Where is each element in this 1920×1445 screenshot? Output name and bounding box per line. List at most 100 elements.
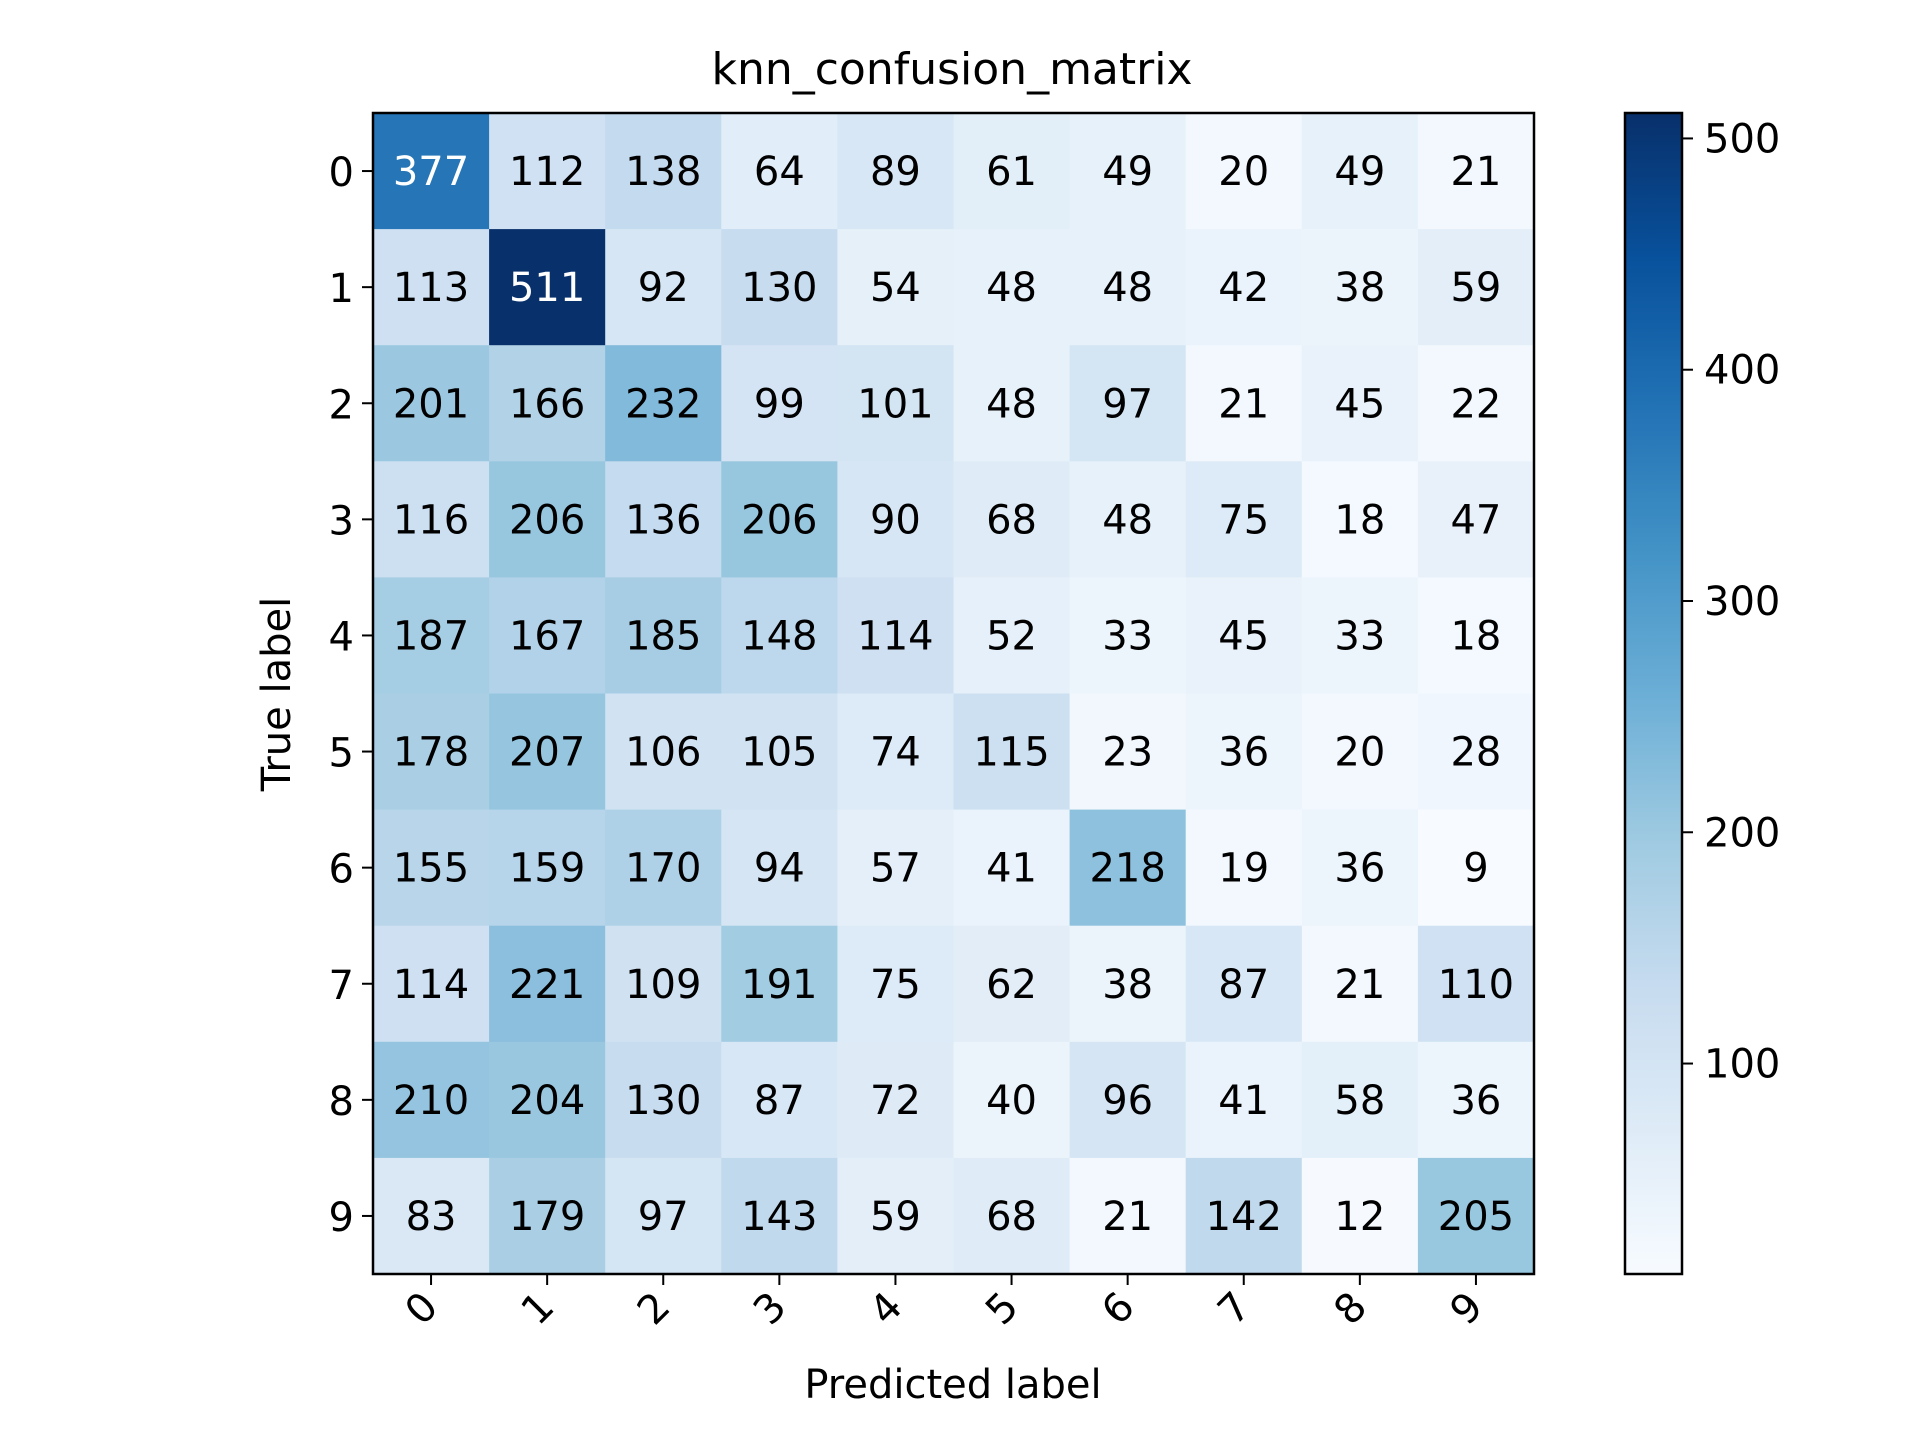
cell-value-label: 87	[754, 1078, 805, 1124]
heatmap-cell	[1069, 229, 1187, 346]
heatmap-cell	[1185, 809, 1303, 927]
heatmap-cell	[1069, 809, 1187, 927]
cell-value-label: 22	[1450, 381, 1501, 427]
cell-value-label: 206	[741, 497, 817, 543]
x-tick-label: 2	[629, 1284, 680, 1335]
heatmap-cell	[1417, 345, 1535, 462]
heatmap-cell	[953, 113, 1071, 230]
cell-value-label: 41	[1218, 1078, 1269, 1124]
cell-value-label: 187	[393, 613, 469, 659]
heatmap-cell	[721, 1041, 838, 1159]
cell-value-label: 61	[986, 149, 1037, 195]
cell-value-label: 179	[509, 1194, 585, 1240]
cell-value-label: 94	[754, 846, 805, 892]
heatmap-cell	[1069, 345, 1187, 462]
x-tick-label: 7	[1209, 1284, 1260, 1335]
heatmap-cell	[721, 461, 838, 578]
heatmap-cell	[721, 693, 838, 811]
x-tick-label: 8	[1325, 1284, 1376, 1335]
cell-value-label: 205	[1438, 1194, 1514, 1240]
cell-value-label: 23	[1102, 730, 1153, 776]
cell-value-label: 232	[625, 381, 701, 427]
heatmap-cell	[953, 1157, 1071, 1275]
heatmap-cell	[373, 577, 490, 694]
heatmap-cell	[373, 461, 490, 578]
heatmap-cell	[1417, 577, 1535, 694]
cell-value-label: 41	[986, 846, 1037, 892]
cell-value-label: 18	[1334, 497, 1385, 543]
heatmap-cell	[1417, 113, 1535, 230]
heatmap-cells	[373, 113, 1535, 1275]
heatmap-cell	[953, 229, 1071, 346]
heatmap-cell	[1069, 925, 1187, 1043]
cell-value-label: 48	[986, 265, 1037, 311]
heatmap-cell	[953, 461, 1071, 578]
cell-value-label: 116	[393, 497, 469, 543]
cell-value-label: 142	[1206, 1194, 1282, 1240]
heatmap-cell	[837, 229, 954, 346]
cell-value-label: 114	[857, 613, 933, 659]
cell-value-label: 201	[393, 381, 469, 427]
cell-value-label: 45	[1218, 613, 1269, 659]
heatmap-cell	[1301, 229, 1419, 346]
cell-value-label: 109	[625, 962, 701, 1008]
y-tick-label: 5	[329, 731, 354, 777]
cell-value-label: 136	[625, 497, 701, 543]
cell-value-label: 33	[1102, 613, 1153, 659]
cell-value-label: 106	[625, 730, 701, 776]
cell-value-label: 155	[393, 846, 469, 892]
cell-value-label: 49	[1334, 149, 1385, 195]
heatmap-cell	[605, 1157, 722, 1275]
cell-value-label: 113	[393, 265, 469, 311]
cell-value-label: 62	[986, 962, 1037, 1008]
heatmap-cell	[721, 345, 838, 462]
cell-value-label: 48	[1102, 497, 1153, 543]
heatmap-cell	[373, 1041, 490, 1159]
heatmap-cell	[837, 113, 954, 230]
heatmap-cell	[605, 229, 722, 346]
y-axis-label: True label	[254, 597, 300, 792]
cell-value-label: 159	[509, 846, 585, 892]
y-tick-label: 0	[329, 150, 354, 196]
y-axis-ticks: 0 1 2 3 4 5 6 7 8 9	[329, 150, 373, 1241]
heatmap-cell	[1417, 809, 1535, 927]
heatmap-cell	[953, 1041, 1071, 1159]
heatmap-cell	[837, 345, 954, 462]
cell-value-label: 59	[870, 1194, 921, 1240]
cell-value-label: 191	[741, 962, 817, 1008]
cell-value-label: 19	[1218, 846, 1269, 892]
y-tick-label: 1	[329, 266, 354, 312]
cell-value-label: 75	[1218, 497, 1269, 543]
cell-value-label: 40	[986, 1078, 1037, 1124]
cell-value-label: 59	[1450, 265, 1501, 311]
heatmap-cell	[605, 925, 722, 1043]
heatmap-cell	[1069, 461, 1187, 578]
cell-value-label: 130	[741, 265, 817, 311]
heatmap-cell	[721, 809, 838, 927]
cell-value-label: 48	[986, 381, 1037, 427]
heatmap-cell	[1417, 461, 1535, 578]
heatmap-cell	[1185, 229, 1303, 346]
x-tick-label: 6	[1093, 1284, 1144, 1335]
heatmap-cell	[489, 345, 606, 462]
cell-value-label: 28	[1450, 730, 1501, 776]
heatmap-cell	[1185, 1041, 1303, 1159]
heatmap-cell	[953, 577, 1071, 694]
cell-value-label: 138	[625, 149, 701, 195]
heatmap-cell	[721, 229, 838, 346]
heatmap-cell	[373, 345, 490, 462]
colorbar-tick-label: 400	[1704, 348, 1780, 394]
heatmap-cell	[489, 809, 606, 927]
heatmap-cell	[1301, 577, 1419, 694]
cell-value-label: 97	[638, 1194, 689, 1240]
heatmap-cell	[837, 577, 954, 694]
cell-value-label: 204	[509, 1078, 585, 1124]
cell-value-label: 21	[1450, 149, 1501, 195]
y-tick-label: 3	[329, 498, 354, 544]
heatmap-cell	[837, 461, 954, 578]
cell-value-label: 75	[870, 962, 921, 1008]
cell-value-label: 58	[1334, 1078, 1385, 1124]
cell-value-label: 207	[509, 730, 585, 776]
cell-value-label: 74	[870, 730, 921, 776]
heatmap-cell	[1069, 577, 1187, 694]
